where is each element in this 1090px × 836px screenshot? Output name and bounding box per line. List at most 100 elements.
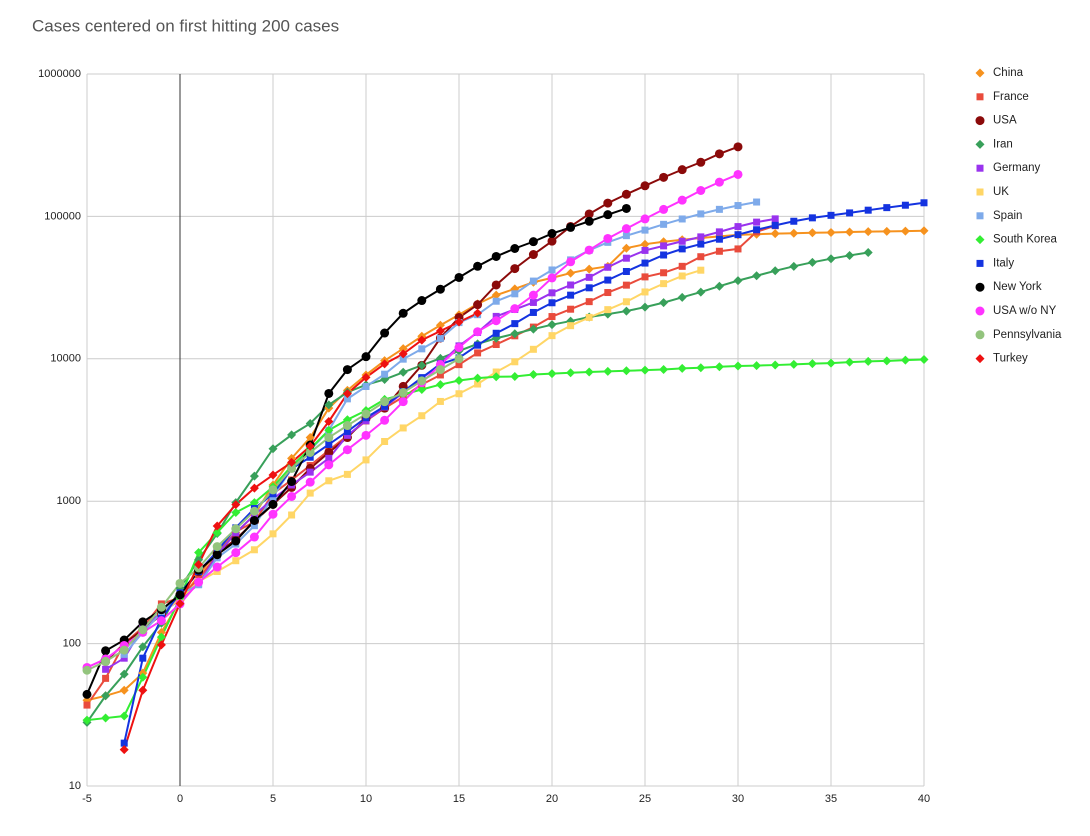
- data-point: [696, 363, 706, 373]
- data-point: [585, 298, 593, 306]
- series-line: [86, 229, 925, 702]
- data-point: [678, 245, 686, 253]
- data-point: [660, 242, 668, 250]
- data-point: [734, 245, 742, 253]
- data-point: [436, 371, 444, 379]
- data-point: [826, 254, 836, 264]
- data-point: [324, 388, 334, 398]
- legend-label: France: [993, 91, 1029, 103]
- data-point: [714, 177, 724, 187]
- data-point: [454, 375, 464, 385]
- data-point: [231, 524, 241, 534]
- data-point: [697, 266, 705, 274]
- data-point: [138, 642, 148, 652]
- data-point: [714, 362, 724, 372]
- data-point: [249, 483, 259, 493]
- data-point: [790, 217, 798, 225]
- data-point: [715, 235, 723, 243]
- data-point: [548, 299, 556, 307]
- data-point: [342, 421, 352, 431]
- data-point: [529, 298, 537, 306]
- data-point: [900, 226, 910, 236]
- data-point: [696, 287, 706, 297]
- data-point: [249, 532, 259, 542]
- data-point: [789, 228, 799, 238]
- data-point: [212, 521, 222, 531]
- legend-marker: [975, 68, 985, 78]
- legend-label: Pennsylvania: [993, 329, 1062, 341]
- data-point: [175, 599, 185, 609]
- data-point: [846, 209, 854, 217]
- data-point: [697, 233, 705, 241]
- data-point: [306, 468, 314, 476]
- data-point: [678, 215, 686, 223]
- data-point: [361, 430, 371, 440]
- data-point: [101, 713, 111, 723]
- data-point: [325, 440, 333, 448]
- data-point: [102, 665, 110, 673]
- data-point: [324, 433, 334, 443]
- data-point: [807, 228, 817, 238]
- data-point: [399, 424, 407, 432]
- data-point: [417, 296, 427, 306]
- data-point: [715, 228, 723, 236]
- legend-marker: [975, 306, 985, 316]
- data-point: [697, 253, 705, 261]
- x-tick-label: 5: [270, 793, 276, 805]
- data-point: [491, 372, 501, 382]
- data-point: [567, 322, 575, 330]
- data-point: [770, 360, 780, 370]
- data-point: [919, 355, 929, 365]
- data-point: [194, 577, 204, 587]
- chart-title: Cases centered on first hitting 200 case…: [32, 16, 339, 35]
- legend-label: New York: [993, 281, 1042, 293]
- data-point: [863, 356, 873, 366]
- data-point: [101, 656, 111, 666]
- x-tick-label: 15: [453, 793, 465, 805]
- data-point: [305, 433, 315, 443]
- data-point: [659, 204, 669, 214]
- data-point: [342, 445, 352, 455]
- data-point: [287, 457, 297, 467]
- data-point: [398, 344, 408, 354]
- data-point: [640, 365, 650, 375]
- data-point: [474, 380, 482, 388]
- data-point: [660, 280, 668, 288]
- data-point: [473, 373, 483, 383]
- data-point: [548, 289, 556, 297]
- data-point: [864, 206, 872, 214]
- data-point: [678, 272, 686, 280]
- legend-marker: [975, 330, 985, 340]
- data-point: [528, 370, 538, 380]
- data-point: [547, 236, 557, 246]
- legend-marker: [975, 282, 985, 292]
- data-point: [548, 266, 556, 274]
- data-point: [102, 674, 110, 682]
- data-point: [529, 308, 537, 316]
- data-point: [511, 290, 519, 298]
- data-point: [882, 356, 892, 366]
- data-point: [753, 218, 761, 226]
- data-point: [212, 562, 222, 572]
- data-point: [491, 290, 501, 300]
- data-point: [585, 284, 593, 292]
- data-point: [919, 226, 929, 236]
- data-point: [231, 500, 241, 510]
- data-point: [714, 281, 724, 291]
- data-point: [547, 320, 557, 330]
- data-point: [156, 627, 166, 637]
- data-point: [306, 489, 314, 497]
- data-point: [492, 368, 500, 376]
- data-point: [808, 214, 816, 222]
- data-point: [119, 685, 129, 695]
- data-point: [231, 536, 241, 546]
- data-point: [82, 689, 92, 699]
- legend-label: USA w/o NY: [993, 305, 1057, 317]
- data-point: [119, 745, 129, 755]
- data-point: [845, 227, 855, 237]
- legend-label: Germany: [993, 162, 1041, 174]
- data-point: [156, 616, 166, 626]
- data-point: [399, 355, 407, 363]
- data-point: [491, 280, 501, 290]
- data-point: [454, 343, 464, 353]
